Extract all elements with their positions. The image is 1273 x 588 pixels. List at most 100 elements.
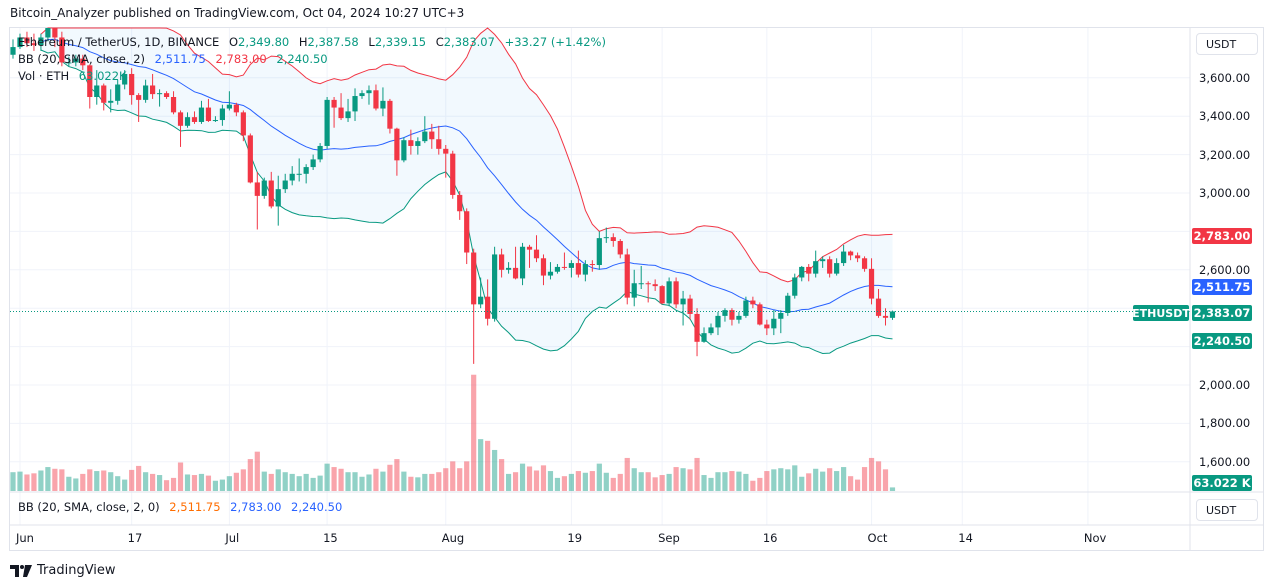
candle-body [875,298,882,316]
volume-bar [464,461,470,491]
candle [66,56,72,67]
change-value: +33.27 (+1.42%) [504,35,606,49]
volume-legend[interactable]: Vol · ETH 63.022K [18,69,127,83]
candle-body [478,296,484,305]
candle [52,28,58,48]
candle-body [485,296,491,319]
time-tick-label: Jul [225,531,240,545]
price-tick-label: 3,400.00 [1199,109,1251,124]
candle-body [163,93,170,97]
volume-bar [296,476,302,491]
candle [282,173,288,193]
candle-body [59,37,65,63]
candle-body [205,107,212,121]
candle [820,256,826,268]
volume-bar [150,473,156,491]
symbol-legend[interactable]: Ethereum / TetherUS, 1D, BINANCE O2,349.… [18,35,606,49]
candle-body [45,28,51,38]
candle-body [610,237,616,241]
candle [450,150,456,199]
candle-body [820,259,826,262]
candle [889,310,896,320]
volume-bar [505,473,512,491]
candle [729,308,735,326]
bb-upper-value: 2,783.00 [215,52,267,66]
volume-bar [868,457,875,491]
volume-bar [778,468,784,491]
volume-bar [45,467,51,491]
candle [561,252,568,270]
volume-bar [156,475,163,491]
candle-body [471,252,477,305]
candle [436,125,442,155]
footer-brand[interactable]: TradingView [10,563,116,578]
candle [45,28,51,42]
candle-body [785,295,791,313]
candle-body [198,107,205,122]
volume-bar [722,472,728,491]
candle-body [10,47,16,55]
candle [722,308,728,322]
candle [80,54,86,71]
volume-bar [547,471,554,491]
currency-button[interactable]: USDT [1196,33,1258,55]
candle [778,310,784,334]
volume-bar [59,469,65,491]
volume-bar [882,469,889,491]
candle-body [813,261,819,274]
candle-body [387,100,393,129]
candle-body [191,117,198,122]
volume-bar [834,471,840,491]
candle [219,104,225,126]
volume-bar [652,477,658,491]
volume-bar [136,465,142,491]
time-tick-label: Jun [15,531,34,545]
volume-bar [526,466,533,491]
candle-body [261,180,267,196]
candle [638,265,644,289]
volume-bar [736,471,742,491]
candle [150,73,156,99]
candle-body [282,180,288,190]
time-tick-label: Nov [1083,531,1107,545]
candle [457,191,463,220]
volume-bar [303,473,309,491]
volume-bar [212,480,219,491]
candle-body [408,140,414,146]
candle [540,254,547,286]
candle-body [533,249,540,259]
candle-body [240,112,246,136]
candle-body [359,93,365,97]
lower-pane-currency-button[interactable]: USDT [1196,499,1258,521]
candle [163,91,170,99]
candle-body [868,268,875,299]
candle [575,250,581,278]
candle [582,260,588,282]
candle-body [303,167,309,174]
volume-bar [519,463,526,491]
candle-body [87,65,93,97]
candle-body [554,266,561,272]
lower-bb-legend[interactable]: BB (20, SMA, close, 2, 0) 2,511.75 2,783… [18,500,343,514]
candle-body [443,148,449,154]
candle-body [184,117,191,126]
volume-bar [394,459,400,491]
candle-body [73,58,79,63]
volume-bar [485,440,491,491]
volume-bar [331,467,337,491]
bb-legend[interactable]: BB (20, SMA, close, 2) 2,511.75 2,783.00… [18,52,328,66]
candle-body [666,281,672,304]
candle [485,279,491,326]
candle-body [512,267,519,279]
candle [492,246,498,322]
volume-bar [80,473,86,491]
candle [813,250,819,278]
candle [603,227,609,243]
volume-bar [108,472,114,491]
candle [331,97,337,128]
candle-body [143,85,149,100]
volume-bar [875,461,882,491]
candle-body [436,139,442,149]
volume-value: 63.022K [78,69,127,83]
